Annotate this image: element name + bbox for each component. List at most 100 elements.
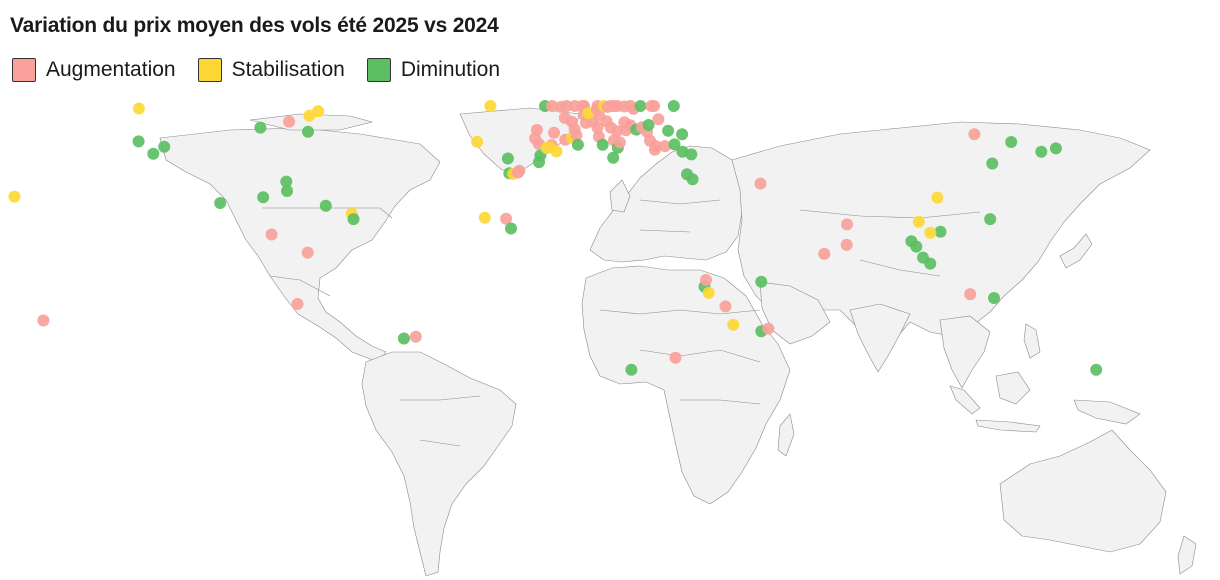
destination-marker-dec[interactable] bbox=[1090, 363, 1103, 376]
legend-label-stable: Stabilisation bbox=[231, 58, 345, 81]
destination-marker-stab[interactable] bbox=[912, 215, 925, 228]
legend-item-decrease: Diminution bbox=[366, 58, 501, 82]
destination-marker-inc[interactable] bbox=[719, 300, 732, 313]
destination-marker-dec[interactable] bbox=[668, 138, 681, 151]
destination-marker-inc[interactable] bbox=[648, 143, 661, 156]
destination-marker-dec[interactable] bbox=[984, 213, 997, 226]
destination-marker-dec[interactable] bbox=[254, 121, 267, 134]
destination-marker-inc[interactable] bbox=[548, 126, 560, 139]
landmass-japan bbox=[1059, 233, 1093, 269]
landmass-sumatra bbox=[949, 385, 981, 415]
legend-item-increase: Augmentation bbox=[12, 58, 176, 82]
destination-marker-dec[interactable] bbox=[596, 138, 609, 151]
destination-marker-inc[interactable] bbox=[546, 100, 558, 112]
destination-marker-inc[interactable] bbox=[530, 124, 543, 136]
destination-marker-inc[interactable] bbox=[659, 140, 671, 153]
destination-marker-inc[interactable] bbox=[840, 238, 853, 251]
destination-marker-dec[interactable] bbox=[667, 100, 680, 112]
destination-marker-dec[interactable] bbox=[214, 197, 227, 209]
destination-marker-dec[interactable] bbox=[281, 185, 293, 197]
landmass-southeast-asia bbox=[939, 315, 991, 389]
destination-marker-inc[interactable] bbox=[301, 246, 314, 259]
destination-marker-dec[interactable] bbox=[607, 151, 620, 164]
destination-marker-dec[interactable] bbox=[988, 292, 1000, 304]
destination-marker-dec[interactable] bbox=[571, 138, 584, 151]
destination-marker-inc[interactable] bbox=[283, 115, 296, 128]
destination-marker-dec[interactable] bbox=[986, 157, 999, 170]
destination-marker-stab[interactable] bbox=[727, 318, 740, 331]
destination-marker-dec[interactable] bbox=[397, 332, 410, 345]
destination-marker-dec[interactable] bbox=[625, 363, 638, 376]
legend-swatch-increase bbox=[12, 58, 36, 82]
destination-marker-stab[interactable] bbox=[543, 141, 556, 154]
destination-marker-inc[interactable] bbox=[645, 100, 658, 112]
destination-marker-stab[interactable] bbox=[931, 191, 944, 204]
destination-marker-dec[interactable] bbox=[132, 135, 145, 148]
land-layer bbox=[159, 107, 1197, 577]
destination-marker-dec[interactable] bbox=[280, 175, 293, 188]
destination-marker-inc[interactable] bbox=[968, 128, 981, 141]
world-map-svg bbox=[8, 100, 1197, 577]
destination-marker-dec[interactable] bbox=[505, 222, 517, 235]
destination-marker-inc[interactable] bbox=[265, 228, 278, 241]
destination-marker-dec[interactable] bbox=[347, 213, 360, 226]
destination-marker-stab[interactable] bbox=[484, 100, 497, 112]
destination-marker-dec[interactable] bbox=[686, 173, 699, 186]
destination-marker-inc[interactable] bbox=[409, 330, 422, 343]
legend: Augmentation Stabilisation Diminution bbox=[12, 58, 522, 82]
destination-marker-dec[interactable] bbox=[533, 156, 545, 169]
destination-marker-dec[interactable] bbox=[1005, 136, 1018, 148]
destination-marker-stab[interactable] bbox=[478, 211, 491, 224]
destination-marker-stab[interactable] bbox=[924, 226, 937, 239]
destination-marker-dec[interactable] bbox=[634, 100, 647, 112]
landmass-philippines bbox=[1023, 323, 1041, 359]
destination-marker-dec[interactable] bbox=[302, 125, 314, 138]
destination-marker-stab[interactable] bbox=[132, 102, 145, 115]
destination-marker-dec[interactable] bbox=[755, 275, 768, 288]
destination-marker-inc[interactable] bbox=[818, 247, 831, 260]
destination-marker-dec[interactable] bbox=[319, 199, 332, 212]
landmass-australia bbox=[999, 429, 1167, 553]
destination-marker-inc[interactable] bbox=[591, 121, 604, 134]
destination-marker-dec[interactable] bbox=[1035, 145, 1048, 158]
border-asia bbox=[799, 209, 981, 277]
destination-marker-dec[interactable] bbox=[924, 257, 937, 270]
legend-label-decrease: Diminution bbox=[400, 58, 501, 81]
destination-marker-stab[interactable] bbox=[702, 286, 715, 299]
destination-marker-inc[interactable] bbox=[291, 298, 304, 310]
destination-marker-inc[interactable] bbox=[652, 113, 665, 126]
border-africa-north bbox=[599, 309, 761, 315]
destination-marker-dec[interactable] bbox=[662, 124, 675, 137]
destination-marker-inc[interactable] bbox=[754, 177, 767, 190]
destination-marker-dec[interactable] bbox=[934, 225, 947, 238]
destination-marker-inc[interactable] bbox=[560, 100, 573, 112]
destination-marker-stab[interactable] bbox=[8, 190, 21, 203]
destination-marker-inc[interactable] bbox=[611, 125, 623, 138]
destination-marker-inc[interactable] bbox=[964, 288, 977, 301]
destination-marker-stab[interactable] bbox=[312, 105, 325, 118]
destination-marker-inc[interactable] bbox=[500, 212, 513, 225]
destination-marker-dec[interactable] bbox=[1049, 142, 1062, 155]
destination-marker-dec[interactable] bbox=[642, 119, 655, 131]
destination-marker-dec[interactable] bbox=[910, 240, 923, 253]
landmass-uk bbox=[609, 179, 631, 213]
destination-marker-inc[interactable] bbox=[570, 129, 583, 142]
destination-marker-dec[interactable] bbox=[501, 152, 514, 165]
destination-marker-inc[interactable] bbox=[700, 274, 712, 286]
border-us-canada bbox=[262, 207, 393, 219]
destination-marker-inc[interactable] bbox=[762, 322, 775, 335]
destination-marker-dec[interactable] bbox=[676, 128, 689, 141]
destination-marker-inc[interactable] bbox=[37, 314, 50, 327]
destination-marker-dec[interactable] bbox=[158, 140, 171, 153]
destination-marker-stab[interactable] bbox=[471, 135, 484, 148]
destination-marker-dec[interactable] bbox=[257, 191, 270, 204]
destination-marker-dec[interactable] bbox=[685, 148, 698, 161]
destination-marker-inc[interactable] bbox=[513, 164, 526, 177]
landmass-north-america bbox=[159, 127, 441, 363]
destination-marker-inc[interactable] bbox=[669, 351, 682, 364]
destination-marker-inc[interactable] bbox=[613, 136, 626, 149]
markers-layer bbox=[8, 100, 1103, 376]
destination-marker-inc[interactable] bbox=[841, 218, 853, 231]
border-africa-central bbox=[639, 349, 761, 405]
destination-marker-dec[interactable] bbox=[147, 147, 160, 160]
